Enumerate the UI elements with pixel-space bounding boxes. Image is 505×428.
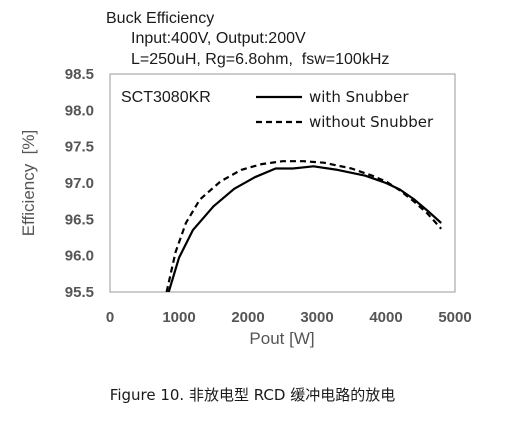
x-tick-label: 5000: [438, 309, 471, 326]
legend-label: without Snubber: [309, 113, 434, 131]
y-tick-label: 95.5: [65, 284, 94, 301]
x-axis-ticks: 0 1000 2000 3000 4000 5000: [106, 309, 472, 326]
title-line-2: Input:400V, Output:200V: [131, 30, 306, 47]
series-lines: [165, 160, 443, 292]
y-tick-label: 97.5: [65, 139, 94, 156]
y-tick-label: 98.5: [65, 66, 94, 83]
y-axis-title: Efficiency [%]: [19, 130, 38, 236]
device-annotation: SCT3080KR: [121, 89, 211, 106]
plot-area: [109, 73, 456, 293]
efficiency-chart: Buck Efficiency Input:400V, Output:200V …: [19, 10, 472, 348]
legend-label: with Snubber: [309, 88, 409, 106]
y-tick-label: 96.5: [65, 211, 94, 228]
y-tick-label: 98.0: [65, 102, 94, 119]
figure-caption: Figure 10. 非放电型 RCD 缓冲电路的放电: [109, 386, 396, 404]
legend: with Snubber without Snubber: [256, 88, 434, 131]
x-axis-title: Pout [W]: [249, 329, 314, 348]
x-tick-label: 0: [106, 309, 114, 326]
title-line-3: L=250uH, Rg=6.8ohm, fsw=100kHz: [131, 51, 389, 68]
y-axis-ticks: 95.5 96.0 96.5 97.0 97.5 98.0 98.5: [65, 66, 94, 301]
series-line: [165, 160, 443, 292]
title-line-1: Buck Efficiency: [106, 10, 214, 27]
x-tick-label: 1000: [162, 309, 195, 326]
y-tick-label: 96.0: [65, 248, 94, 265]
series-line: [167, 165, 442, 292]
chart-title: Buck Efficiency Input:400V, Output:200V …: [106, 10, 389, 68]
x-tick-label: 4000: [369, 309, 402, 326]
x-tick-label: 2000: [231, 309, 264, 326]
y-tick-label: 97.0: [65, 175, 94, 192]
x-tick-label: 3000: [300, 309, 333, 326]
